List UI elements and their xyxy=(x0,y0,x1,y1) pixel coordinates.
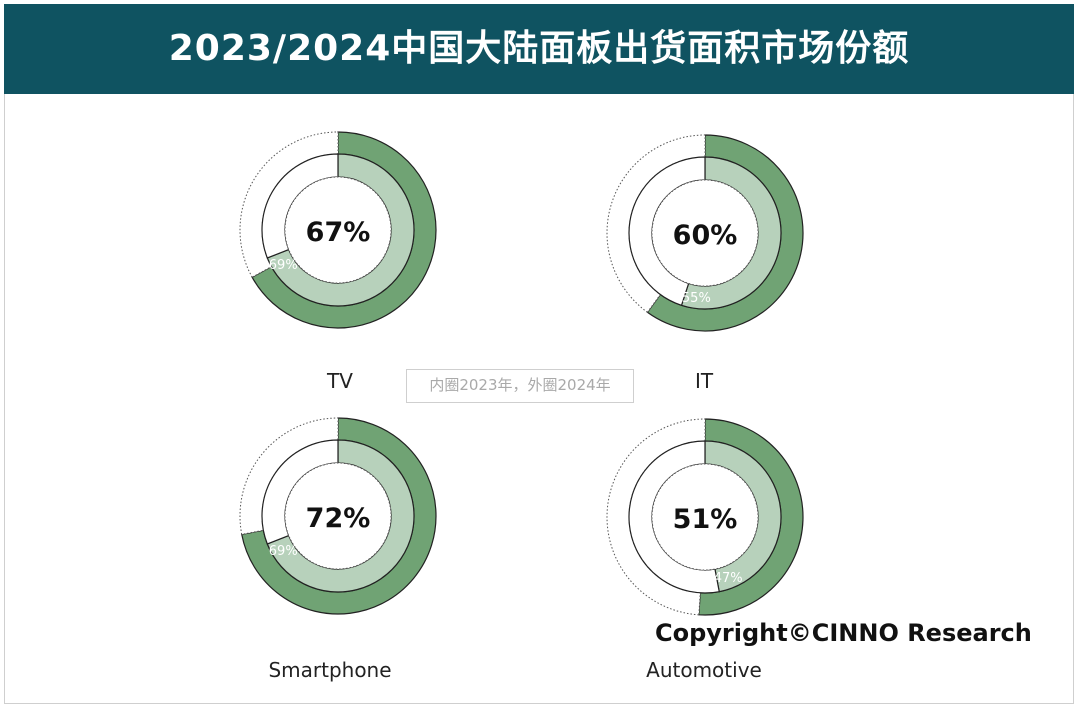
copyright-notice: Copyright©CINNO Research xyxy=(655,619,1032,647)
title-banner: 2023/2024中国大陆面板出货面积市场份额 xyxy=(4,4,1074,94)
category-label: Smartphone xyxy=(268,658,391,682)
donut-smartphone: 72% 69% Smartphone xyxy=(239,417,437,682)
chart-title: 2023/2024中国大陆面板出货面积市场份额 xyxy=(168,28,910,69)
center-hole xyxy=(284,176,392,284)
donut-tv: 67% 69% TV xyxy=(239,131,437,393)
center-hole xyxy=(651,179,759,287)
category-label: TV xyxy=(326,369,353,393)
inner-value-label: 69% xyxy=(269,258,298,273)
legend-note: 内圈2023年，外圈2024年 xyxy=(406,369,634,403)
category-label: Automotive xyxy=(646,658,762,682)
donut-it: 60% 55% IT xyxy=(606,134,804,393)
category-label: IT xyxy=(695,369,714,393)
outer-value-label: 51% xyxy=(673,504,738,535)
outer-value-label: 60% xyxy=(673,220,738,251)
outer-ring-2024-other xyxy=(606,134,706,313)
inner-value-label: 55% xyxy=(682,291,711,306)
outer-value-label: 72% xyxy=(306,503,371,534)
inner-value-label: 47% xyxy=(714,571,743,586)
center-hole xyxy=(284,462,392,570)
center-hole xyxy=(651,463,759,571)
donut-automotive: 51% 47% Automotive xyxy=(606,418,804,682)
outer-value-label: 67% xyxy=(306,217,371,248)
outer-ring-2024-other xyxy=(606,418,706,616)
inner-value-label: 69% xyxy=(269,544,298,559)
